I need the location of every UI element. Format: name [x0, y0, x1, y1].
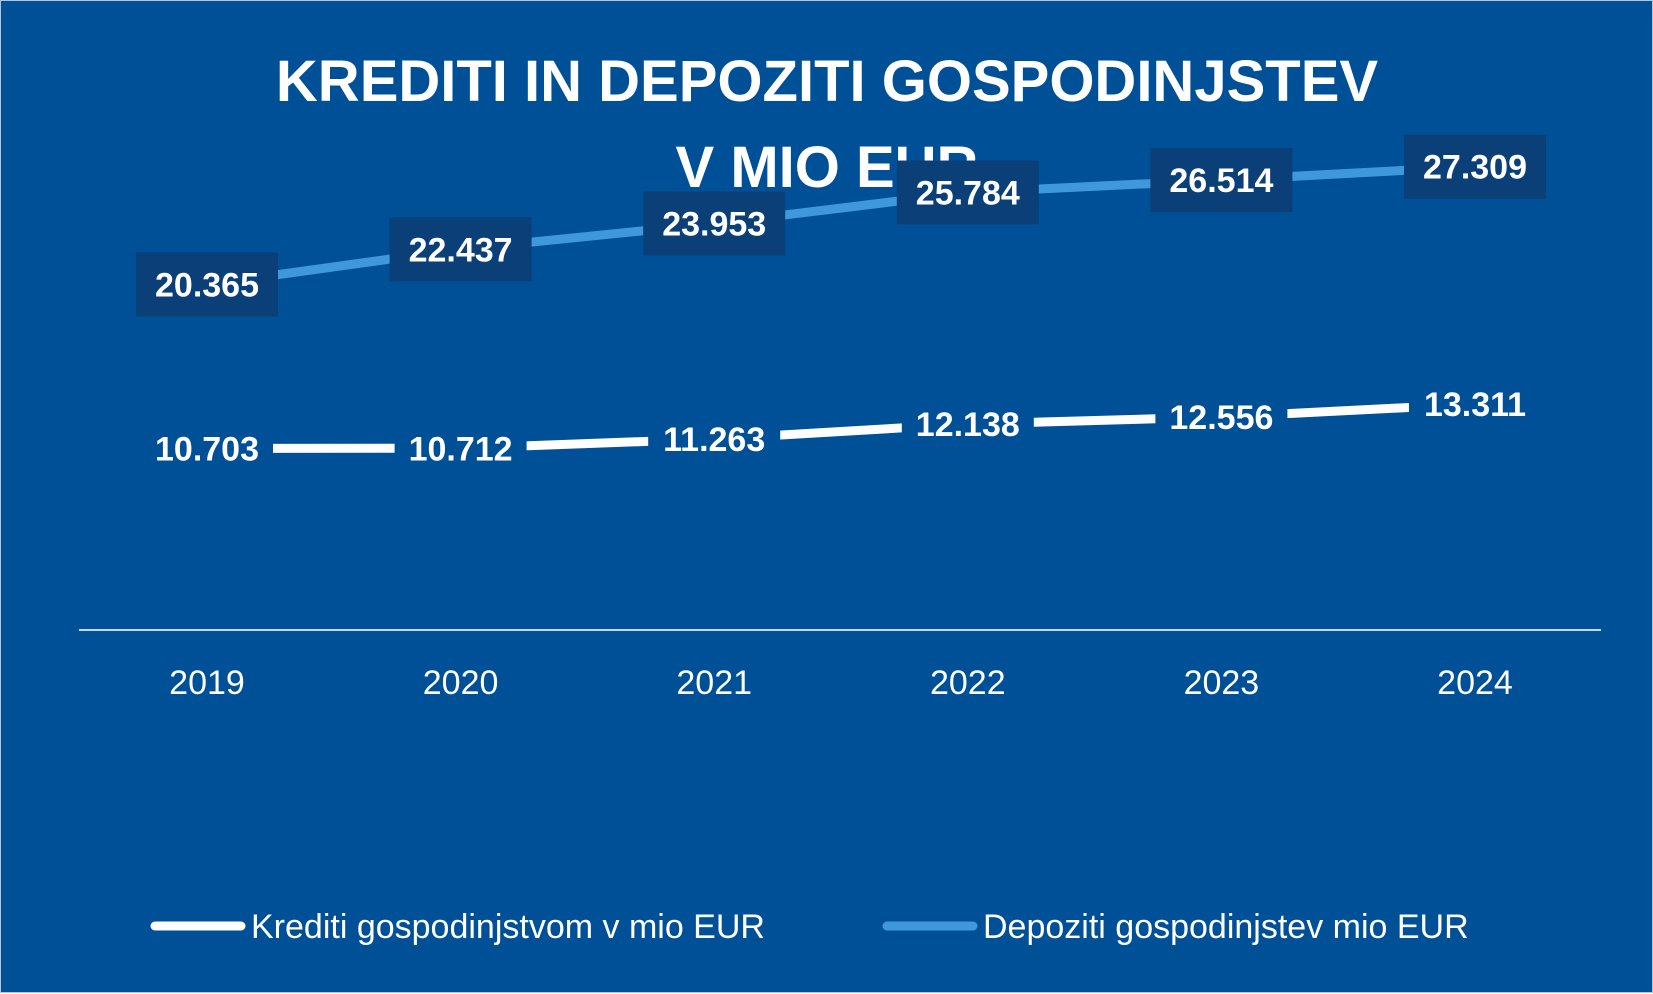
data-label: 20.365 [155, 266, 259, 304]
data-label: 25.784 [916, 175, 1020, 213]
x-tick-label: 2021 [676, 664, 752, 702]
data-labels: 10.703 10.712 11.263 12.138 12.556 13.311 20.3… [136, 134, 1546, 475]
data-label-backdrop [648, 412, 781, 465]
legend-label-2: Depoziti gospodinjstev mio EUR [983, 908, 1469, 946]
data-label: 12.556 [1169, 399, 1273, 437]
x-axis-ticks: 2019 2020 2021 2022 2023 2024 [169, 664, 1513, 702]
data-label-box [389, 217, 532, 282]
data-label: 22.437 [409, 231, 513, 269]
data-label-backdrop [141, 422, 273, 475]
data-label: 11.263 [663, 421, 765, 459]
data-label-box [643, 191, 786, 256]
data-label: 10.703 [155, 430, 259, 468]
legend-label-1: Krediti gospodinjstvom v mio EUR [251, 908, 765, 946]
data-label: 23.953 [662, 206, 766, 244]
data-label-box [136, 252, 278, 317]
x-tick-label: 2024 [1437, 664, 1513, 702]
x-tick-label: 2023 [1184, 664, 1260, 702]
legend: Krediti gospodinjstvom v mio EUR Depoziti… [150, 908, 1469, 946]
x-tick-label: 2022 [930, 664, 1006, 702]
chart-title: KREDITI IN DEPOZITI GOSPODINJSTEV [276, 49, 1378, 114]
data-label-backdrop [1409, 378, 1541, 431]
data-label-backdrop [394, 422, 527, 475]
x-tick-label: 2019 [169, 664, 245, 702]
data-label: 13.311 [1424, 386, 1526, 424]
data-label: 10.712 [409, 430, 513, 468]
data-label: 26.514 [1169, 162, 1273, 200]
data-label-box [1150, 148, 1293, 213]
data-label-box [1404, 134, 1546, 199]
data-label-backdrop [1155, 390, 1288, 443]
data-label: 27.309 [1423, 149, 1527, 187]
data-label-backdrop [901, 398, 1034, 451]
data-label-box [896, 160, 1039, 225]
x-tick-label: 2020 [423, 664, 499, 702]
data-label: 12.138 [916, 406, 1020, 444]
